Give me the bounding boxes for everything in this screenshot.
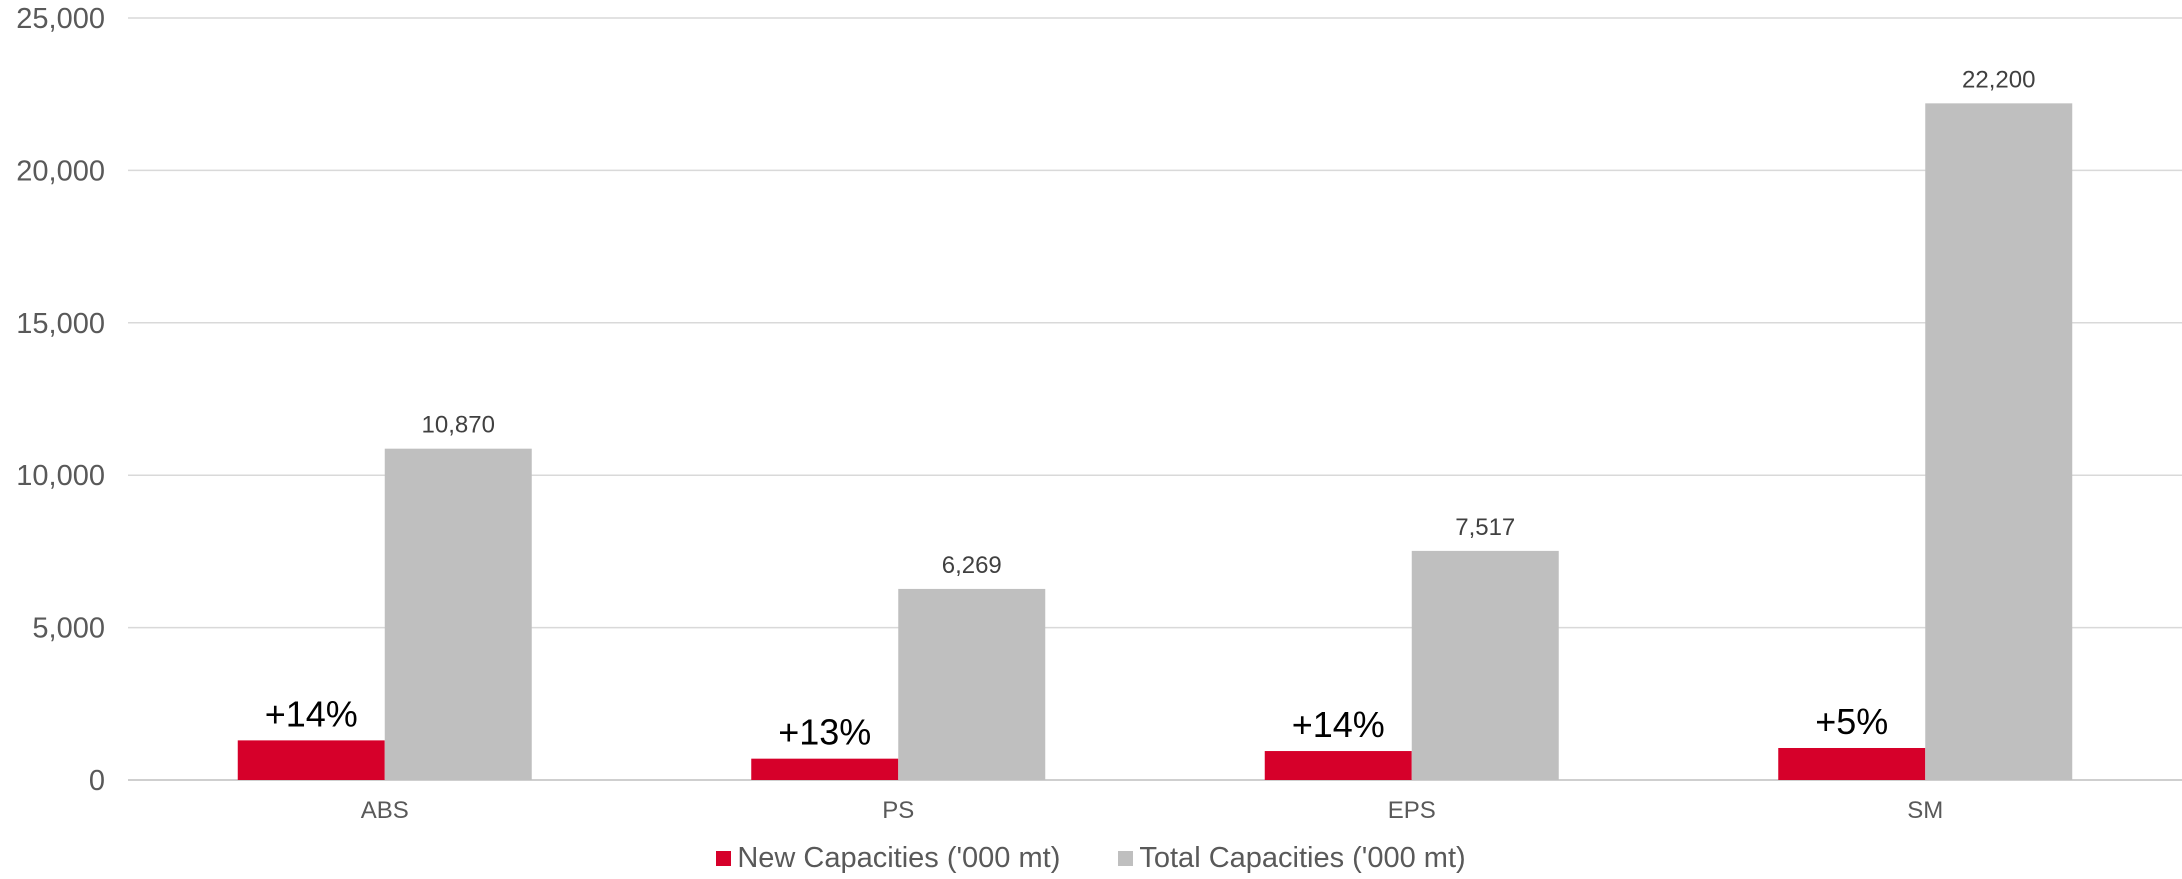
y-tick-label: 25,000 [16,3,105,35]
bar-new-abs [237,740,385,780]
value-label: 10,870 [422,412,495,439]
data-labels: +14% 10,870 +13% 6,269 +14% 7,517 +5% 22,200 [265,66,2036,752]
legend-item-total-capacities: Total Capacities ('000 mt) [1118,842,1466,875]
growth-label: +14% [1292,704,1385,745]
y-tick-label: 0 [89,765,105,797]
y-tick-label: 15,000 [16,308,105,340]
bar-total-sm [1925,103,2073,781]
x-tick-label: PS [882,797,914,824]
bar-total-ps [898,588,1046,780]
bar-new-ps [751,758,899,780]
legend-item-new-capacities: New Capacities ('000 mt) [716,842,1060,875]
value-label: 6,269 [942,552,1002,579]
bar-total-abs [384,448,532,780]
value-label: 22,200 [1962,66,2035,93]
bar-new-eps [1264,751,1412,780]
bars [237,103,2073,781]
legend-label-new: New Capacities ('000 mt) [737,842,1061,874]
x-axis: ABS PS EPS SM [361,797,1944,824]
growth-label: +5% [1815,701,1888,742]
y-axis: 0 5,000 10,000 15,000 20,000 25,000 [16,3,105,797]
legend-label-total: Total Capacities ('000 mt) [1139,842,1466,874]
legend-swatch-new [716,851,732,866]
growth-label: +14% [265,693,358,734]
y-tick-label: 10,000 [16,460,105,492]
x-tick-label: ABS [361,797,409,824]
legend: New Capacities ('000 mt) Total Capacitie… [0,842,2182,875]
y-tick-label: 20,000 [16,155,105,187]
growth-label: +13% [778,712,871,753]
x-tick-label: SM [1907,797,1943,824]
legend-swatch-total [1118,851,1134,866]
x-tick-label: EPS [1388,797,1436,824]
bar-total-eps [1411,550,1559,780]
bar-new-sm [1778,747,1926,780]
y-tick-label: 5,000 [32,613,105,645]
value-label: 7,517 [1455,514,1515,541]
